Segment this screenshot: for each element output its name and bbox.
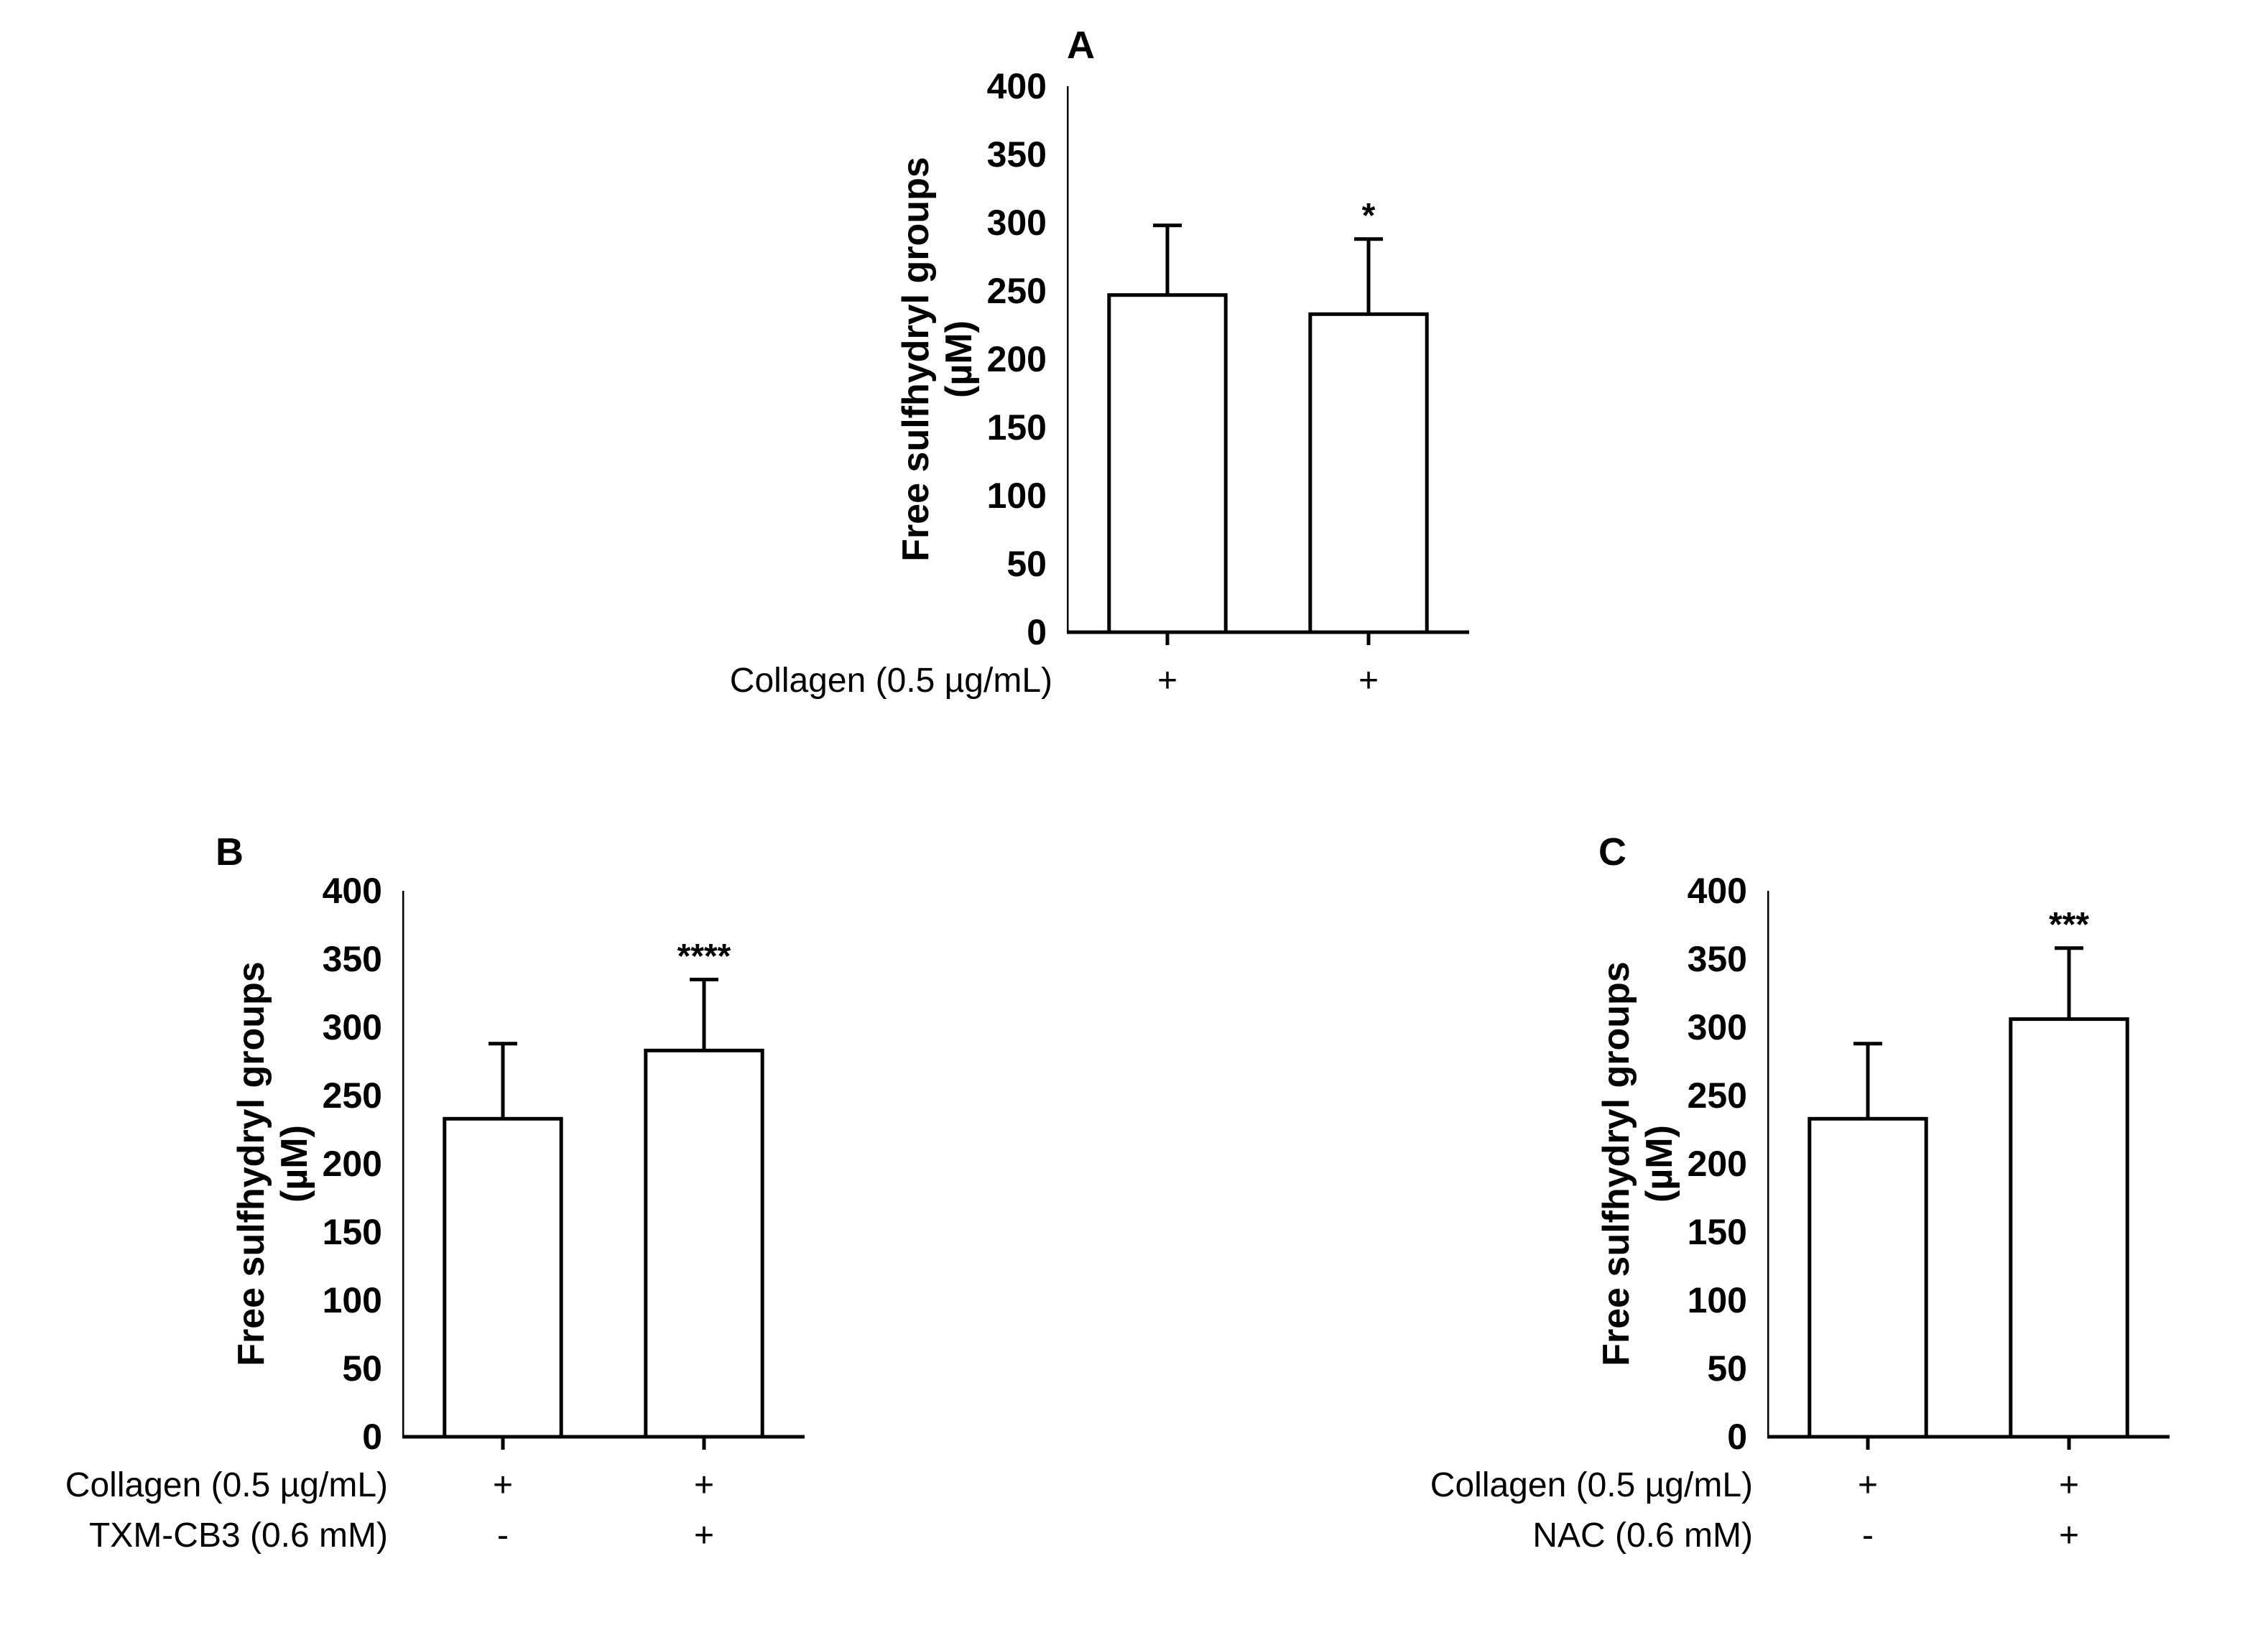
panel-label-A: A [1067,23,1095,68]
y-tick-label: 150 [296,1211,382,1253]
condition-mark: + [1767,1466,1968,1505]
panel-label-B: B [216,830,244,874]
y-tick-label: 50 [1661,1348,1747,1389]
plot-svg [1767,891,2170,1458]
y-tick-label: 50 [961,543,1047,585]
y-tick-label: 400 [961,65,1047,107]
bar [1109,295,1226,632]
y-tick-label: 350 [961,134,1047,175]
chart-C: Free sulfhydryl groups(µM)05010015020025… [1767,891,2170,1437]
significance-marker: **** [647,937,762,976]
condition-row: TXM-CB3 (0.6 mM)-+ [29,1516,819,1555]
condition-row: NAC (0.6 mM)-+ [1394,1516,2184,1555]
significance-marker: *** [2012,905,2126,945]
y-tick-label: 200 [961,338,1047,380]
y-tick-label: 300 [1661,1006,1747,1048]
y-tick-label: 250 [296,1075,382,1116]
y-tick-label: 350 [296,938,382,980]
plot-svg [1067,86,1469,654]
y-tick-label: 0 [1661,1416,1747,1458]
y-axis-label-line1: Free sulfhydryl groups [895,157,937,561]
condition-label: Collagen (0.5 µg/mL) [693,661,1052,700]
y-tick-label: 50 [296,1348,382,1389]
y-tick-label: 100 [1661,1279,1747,1321]
y-tick-label: 200 [296,1143,382,1185]
y-tick-label: 150 [1661,1211,1747,1253]
chart-A: Free sulfhydryl groups(µM)05010015020025… [1067,86,1469,632]
y-tick-label: 400 [296,870,382,912]
condition-mark: + [1067,661,1268,700]
condition-mark: + [1968,1516,2170,1555]
y-tick-label: 250 [961,270,1047,312]
bar [1310,314,1427,632]
y-tick-label: 100 [296,1279,382,1321]
y-tick-label: 400 [1661,870,1747,912]
condition-mark: + [402,1466,603,1505]
bar [2011,1019,2127,1437]
y-tick-label: 100 [961,475,1047,517]
condition-label: Collagen (0.5 µg/mL) [1394,1466,1753,1505]
y-tick-label: 250 [1661,1075,1747,1116]
y-axis-label-line1: Free sulfhydryl groups [231,961,272,1366]
y-tick-label: 300 [961,202,1047,244]
condition-row: Collagen (0.5 µg/mL) ++ [29,1466,819,1505]
y-tick-label: 300 [296,1006,382,1048]
condition-mark: - [1767,1516,1968,1555]
condition-label: TXM-CB3 (0.6 mM) [29,1516,388,1555]
condition-mark: + [1268,661,1469,700]
y-tick-label: 200 [1661,1143,1747,1185]
significance-marker: * [1311,196,1426,236]
condition-label: NAC (0.6 mM) [1394,1516,1753,1555]
condition-mark: + [603,1466,805,1505]
condition-mark: + [603,1516,805,1555]
y-tick-label: 0 [961,611,1047,653]
y-tick-label: 350 [1661,938,1747,980]
condition-row: Collagen (0.5 µg/mL) ++ [693,661,1484,700]
chart-B: Free sulfhydryl groups(µM)05010015020025… [402,891,805,1437]
plot-svg [402,891,805,1458]
condition-label: Collagen (0.5 µg/mL) [29,1466,388,1505]
y-tick-label: 0 [296,1416,382,1458]
y-axis-label-line1: Free sulfhydryl groups [1596,961,1637,1366]
condition-mark: + [1968,1466,2170,1505]
bar [646,1050,762,1437]
bar [1810,1119,1926,1437]
y-tick-label: 150 [961,407,1047,448]
figure-root: A Free sulfhydryl groups(µM)0501001502002… [0,0,2268,1625]
condition-row: Collagen (0.5 µg/mL) ++ [1394,1466,2184,1505]
bar [445,1119,561,1437]
panel-label-C: C [1598,830,1626,874]
condition-mark: - [402,1516,603,1555]
